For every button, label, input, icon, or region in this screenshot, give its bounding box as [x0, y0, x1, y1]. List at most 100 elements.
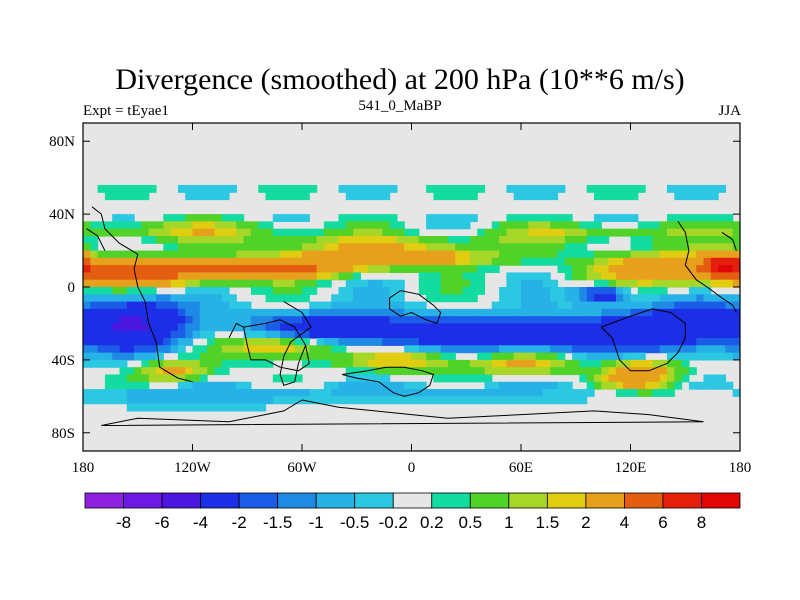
- field-cell: [250, 257, 259, 266]
- field-cell: [382, 228, 391, 237]
- field-cell: [674, 243, 683, 252]
- field-cell: [594, 381, 602, 390]
- field-cell: [134, 279, 142, 288]
- field-cell: [97, 389, 106, 397]
- field-cell: [272, 345, 281, 354]
- field-cell: [148, 316, 157, 325]
- field-cell: [506, 184, 515, 193]
- field-cell: [104, 345, 113, 354]
- field-cell: [192, 228, 201, 237]
- field-cell: [375, 184, 383, 193]
- field-cell: [426, 316, 434, 325]
- field-cell: [90, 228, 99, 237]
- field-cell: [594, 374, 602, 383]
- field-cell: [586, 228, 595, 237]
- field-cell: [272, 257, 281, 266]
- field-cell: [170, 367, 179, 376]
- field-cell: [396, 308, 405, 317]
- field-cell: [615, 367, 624, 376]
- field-cell: [156, 257, 164, 266]
- field-cell: [338, 352, 347, 361]
- x-tick-label: 120W: [174, 460, 212, 476]
- field-cell: [112, 184, 121, 193]
- field-cell: [681, 294, 690, 303]
- field-cell: [535, 301, 544, 310]
- field-cell: [156, 352, 164, 361]
- field-cell: [455, 221, 464, 230]
- field-cell: [294, 279, 303, 288]
- field-cell: [462, 221, 471, 230]
- field-cell: [287, 287, 296, 295]
- field-cell: [601, 359, 610, 368]
- field-cell: [90, 352, 99, 361]
- field-cell: [214, 389, 223, 397]
- field-cell: [433, 367, 442, 376]
- field-cell: [97, 221, 106, 230]
- field-cell: [542, 323, 551, 332]
- field-cell: [703, 294, 712, 303]
- field-cell: [703, 221, 712, 230]
- field-cell: [280, 192, 288, 201]
- field-cell: [126, 287, 135, 295]
- field-cell: [338, 316, 347, 325]
- field-cell: [360, 228, 369, 237]
- field-cell: [221, 396, 230, 405]
- field-cell: [360, 352, 369, 361]
- field-cell: [564, 250, 573, 259]
- colorbar-label: -0.5: [340, 513, 369, 532]
- field-cell: [630, 294, 639, 303]
- field-cell: [243, 221, 252, 230]
- field-cell: [586, 308, 595, 317]
- field-cell: [433, 389, 442, 397]
- field-cell: [192, 389, 201, 397]
- field-cell: [170, 228, 179, 237]
- field-cell: [170, 396, 179, 405]
- field-cell: [221, 184, 230, 193]
- field-cell: [360, 294, 369, 303]
- field-cell: [287, 228, 296, 237]
- field-cell: [710, 352, 719, 361]
- field-cell: [199, 403, 208, 412]
- field-cell: [97, 345, 106, 354]
- field-cell: [535, 367, 544, 376]
- field-cell: [725, 279, 734, 288]
- field-cell: [411, 345, 420, 354]
- field-cell: [659, 250, 668, 259]
- field-cell: [221, 381, 230, 390]
- field-cell: [375, 316, 383, 325]
- field-cell: [156, 235, 164, 244]
- field-cell: [134, 184, 142, 193]
- field-cell: [353, 301, 361, 310]
- field-cell: [491, 265, 500, 274]
- field-cell: [550, 396, 559, 405]
- field-cell: [535, 294, 544, 303]
- field-cell: [272, 330, 281, 339]
- field-cell: [703, 308, 712, 317]
- field-cell: [594, 228, 602, 237]
- field-cell: [586, 330, 595, 339]
- field-cell: [141, 308, 150, 317]
- field-cell: [185, 279, 194, 288]
- field-cell: [360, 359, 369, 368]
- field-cell: [681, 367, 690, 376]
- field-cell: [579, 367, 588, 376]
- field-cell: [338, 265, 347, 274]
- field-cell: [528, 381, 537, 390]
- field-cell: [316, 389, 325, 397]
- field-cell: [586, 235, 595, 244]
- field-cell: [586, 287, 595, 295]
- field-cell: [426, 257, 434, 266]
- field-cell: [586, 294, 595, 303]
- field-cell: [280, 279, 288, 288]
- field-cell: [615, 214, 624, 222]
- field-cell: [375, 323, 383, 332]
- field-cell: [688, 235, 697, 244]
- field-cell: [382, 221, 391, 230]
- field-cell: [243, 272, 252, 281]
- field-cell: [506, 250, 515, 259]
- field-cell: [426, 235, 434, 244]
- field-cell: [360, 330, 369, 339]
- field-cell: [499, 345, 507, 354]
- field-cell: [586, 367, 595, 376]
- field-cell: [477, 184, 486, 193]
